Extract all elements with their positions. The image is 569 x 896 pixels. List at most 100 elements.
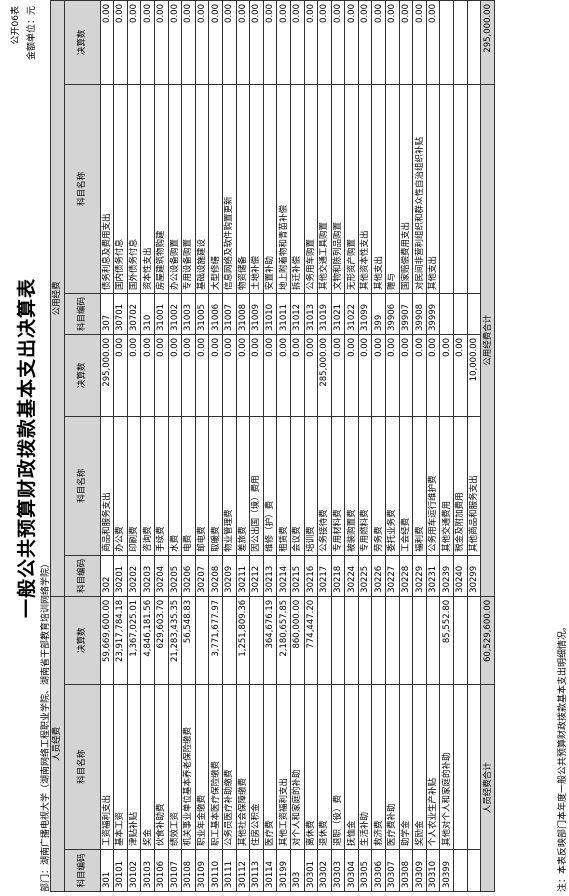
personnel-amount (426, 596, 440, 685)
public-b-name: 国外债务付息 (127, 84, 141, 294)
personnel-total-label: 人员经费合计 (480, 684, 495, 892)
public-a-code: 30215 (290, 555, 304, 597)
personnel-name: 退职（役）费 (331, 684, 345, 850)
public-a-code: 30218 (331, 555, 345, 597)
public-b-name: 办公设备购置 (168, 84, 182, 294)
public-a-amount: 10,000.00 (467, 334, 481, 417)
personnel-amount: 3,771,677.97 (208, 596, 223, 685)
public-a-name: 物业管理费 (222, 416, 237, 556)
public-a-name: 手续费 (154, 416, 169, 556)
public-b-code: 31002 (168, 293, 182, 335)
public-b-name: 信息网络及软件购置更新 (222, 84, 237, 294)
public-a-name: 会议费 (290, 416, 304, 556)
public-b-name: 其他交通工具购置 (317, 84, 332, 294)
public-a-amount: 0.00 (140, 334, 155, 417)
public-b-code: 31099 (358, 293, 372, 335)
public-b-amount: 0.00 (100, 0, 114, 85)
table-row: 30306 救济费 30226 劳务费 0.00 399 其他支出 0.00 (371, 0, 386, 892)
personnel-code: 30304 (344, 849, 359, 892)
personnel-name: 奖金 (140, 684, 155, 850)
personnel-code (453, 849, 468, 892)
public-a-code: 30205 (168, 555, 182, 597)
public-b-code: 310 (140, 293, 155, 335)
personnel-name: 奖励金 (412, 684, 427, 850)
public-b-amount: 0.00 (276, 0, 291, 85)
personnel-name: 个人农业生产补贴 (426, 684, 440, 850)
public-b-code: 39906 (385, 293, 400, 335)
public-a-amount: 0.00 (358, 334, 372, 417)
personnel-name: 其他工资福利支出 (276, 684, 291, 850)
col-name-header: 科目名称 (64, 684, 101, 850)
personnel-amount (467, 596, 481, 685)
public-b-amount: 0.00 (195, 0, 209, 85)
public-b-amount: 0.00 (181, 0, 196, 85)
table-row: 30305 生活补助 30225 专用燃料费 0.00 31099 其他资本性支出 0.00 (358, 0, 372, 892)
public-a-amount: 285,000.00 (317, 334, 332, 417)
public-b-amount: 0.00 (358, 0, 372, 85)
table-row: 30113 住房公积金 30212 因公出国（境）费用 0.00 31009 土地补偿 0.0… (249, 0, 264, 892)
public-b-amount: 0.00 (290, 0, 304, 85)
public-a-amount: 0.00 (154, 334, 169, 417)
personnel-name: 机关事业单位基本养老保险缴费 (181, 684, 196, 850)
personnel-amount: 774,447.20 (304, 596, 318, 685)
public-b-code: 31022 (344, 293, 359, 335)
public-b-code: 39999 (426, 293, 440, 335)
public-b-code: 30701 (113, 293, 128, 335)
personnel-name: 其他社会保障缴费 (236, 684, 250, 850)
personnel-amount: 21,283,435.35 (168, 596, 182, 685)
public-a-code: 30209 (222, 555, 237, 597)
public-a-name: 电费 (181, 416, 196, 556)
personnel-code: 30109 (195, 849, 209, 892)
public-b-code: 31003 (181, 293, 196, 335)
table-row: 30102 津贴补贴 1,367,025.01 30202 印刷费 0.00 30702 国外… (127, 0, 141, 892)
public-b-amount: 0.00 (154, 0, 169, 85)
personnel-code (467, 849, 481, 892)
personnel-amount: 59,669,600.00 (100, 596, 114, 685)
public-a-amount: 0.00 (236, 334, 250, 417)
personnel-code: 30399 (439, 849, 454, 892)
public-a-name: 办公费 (113, 416, 128, 556)
public-a-amount: 0.00 (371, 334, 386, 417)
public-a-name: 公务用车运行维护费 (426, 416, 440, 556)
personnel-code: 30112 (236, 849, 250, 892)
personnel-code: 30113 (249, 849, 264, 892)
public-a-name: 维修（护）费 (263, 416, 277, 556)
public-a-amount: 295,000.00 (100, 334, 114, 417)
public-a-code: 30208 (208, 555, 223, 597)
public-a-name: 公务接待费 (317, 416, 332, 556)
personnel-code: 30310 (426, 849, 440, 892)
public-a-amount: 0.00 (290, 334, 304, 417)
public-total-value: 295,000.00 (480, 0, 495, 85)
table-row: 30308 助学金 30228 工会经费 0.00 39907 国家赔偿费用支出 0.00 (399, 0, 413, 892)
public-b-amount: 0.00 (113, 0, 128, 85)
public-b-name: 土地补偿 (249, 84, 264, 294)
col-name-header: 科目名称 (64, 416, 101, 556)
table-row: 30114 医疗费 364,676.19 30213 维修（护）费 0.00 31010 安置… (263, 0, 277, 892)
public-b-name: 赠与 (385, 84, 400, 294)
table-row: 30199 其他工资福利支出 2,180,657.85 30214 租赁费 0.00 310… (276, 0, 291, 892)
public-b-code: 31007 (222, 293, 237, 335)
personnel-amount (371, 596, 386, 685)
personnel-total-value: 60,529,600.00 (480, 596, 495, 685)
personnel-code: 30102 (127, 849, 141, 892)
public-a-amount: 0.00 (113, 334, 128, 417)
col-amount-header: 决算数 (64, 596, 101, 685)
personnel-code: 30303 (331, 849, 345, 892)
public-a-name: 工会经费 (399, 416, 413, 556)
col-amount-header: 决算数 (64, 334, 101, 417)
personnel-amount: 23,917,784.18 (113, 596, 128, 685)
public-a-code: 30201 (113, 555, 128, 597)
personnel-amount (399, 596, 413, 685)
personnel-code: 30307 (385, 849, 400, 892)
table-row: 30107 绩效工资 21,283,435.35 30205 水费 0.00 31002 办公… (168, 0, 182, 892)
public-b-name: 拆迁补偿 (290, 84, 304, 294)
personnel-code: 30301 (304, 849, 318, 892)
table-row: 303 对个人和家庭的补助 860,000.00 30215 会议费 0.00 31012 拆… (290, 0, 304, 892)
public-a-amount: 0.00 (344, 334, 359, 417)
personnel-code: 303 (290, 849, 304, 892)
public-b-amount: 0.00 (208, 0, 223, 85)
table-row: 30106 伙食补助费 629,603.70 30204 手续费 0.00 31001 房屋建… (154, 0, 169, 892)
personnel-name: 助学金 (399, 684, 413, 850)
public-b-name: 物资储备 (236, 84, 250, 294)
public-b-code: 31013 (304, 293, 318, 335)
